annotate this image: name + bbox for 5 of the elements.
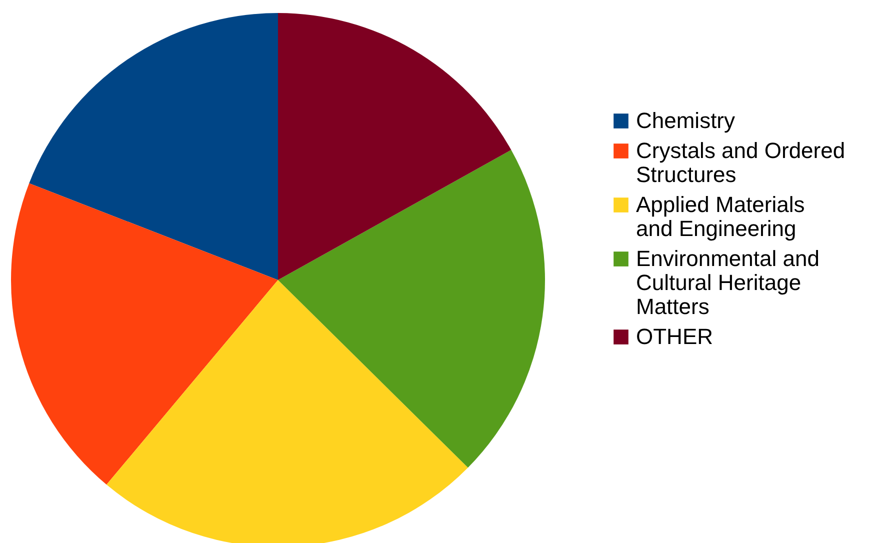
legend-label: Crystals and Ordered Structures: [636, 138, 846, 187]
legend-label: Chemistry: [636, 108, 736, 133]
legend-label: Environmental and Cultural Heritage Matters: [636, 246, 820, 319]
legend-label: OTHER: [636, 324, 713, 349]
legend-label: Applied Materials and Engineering: [636, 192, 805, 241]
